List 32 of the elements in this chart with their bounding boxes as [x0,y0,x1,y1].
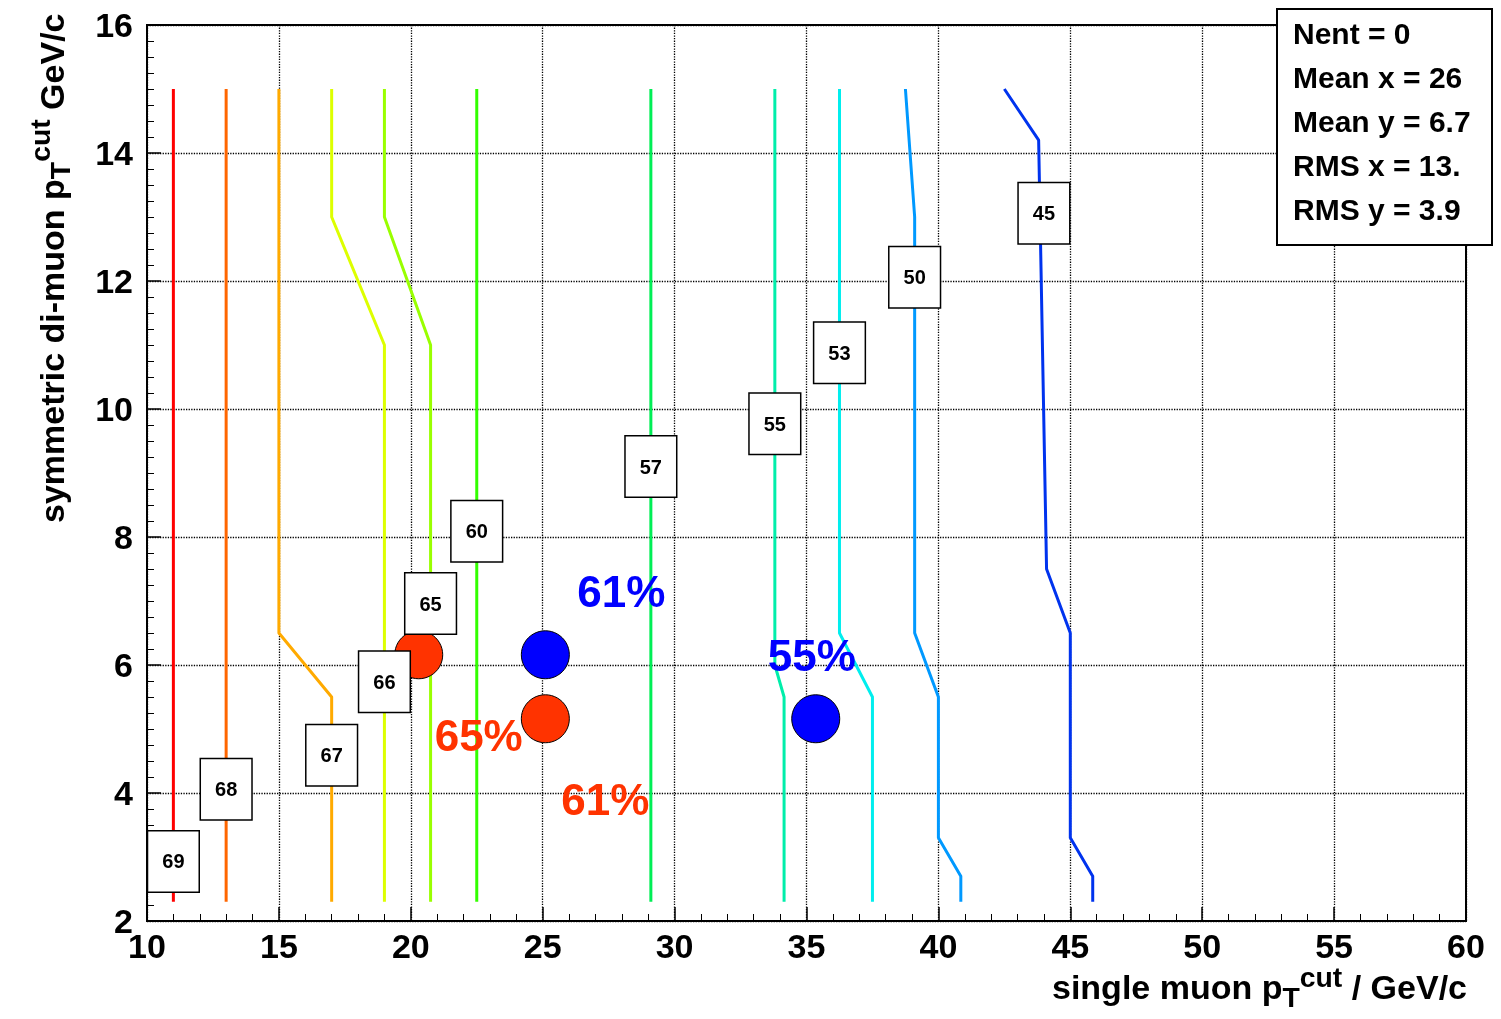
x-tick-label: 25 [523,927,562,965]
annotation: 67 [320,744,343,767]
y-tick-label: 12 [95,262,133,300]
annotation: 66 [373,670,396,693]
y-tick-label: 4 [114,774,134,812]
x-tick-label: 20 [391,927,430,965]
y-tick-label: 10 [95,390,133,428]
annotation: Nent = 0 [1293,16,1411,50]
x-tick-label: 40 [919,927,958,965]
y-tick-label: 14 [95,134,134,172]
annotation: 53 [828,341,851,364]
annotation: 65 [419,592,442,615]
y-tick-label: 8 [114,518,133,556]
x-tick-label: 15 [259,927,298,965]
y-tick-label: 6 [114,646,133,684]
annotation: 50 [903,266,926,289]
annotation: 57 [639,455,662,478]
annotation: 69 [162,850,185,873]
annotation: Mean y = 6.7 [1293,104,1471,138]
annotation: 61% [561,775,650,825]
line-series [903,87,963,904]
annotation: 68 [215,778,238,801]
annotation: RMS x = 13. [1293,148,1461,182]
annotation: Mean x = 26 [1293,60,1463,94]
x-tick-label: 35 [787,927,826,965]
annotation: 45 [1032,202,1056,225]
x-tick-label: 30 [655,927,694,965]
annotation: 60 [465,520,488,543]
annotation: RMS y = 3.9 [1293,192,1461,226]
annotation: 55 [763,412,786,435]
line-series [1002,87,1095,904]
y-tick-label: 16 [95,6,133,44]
